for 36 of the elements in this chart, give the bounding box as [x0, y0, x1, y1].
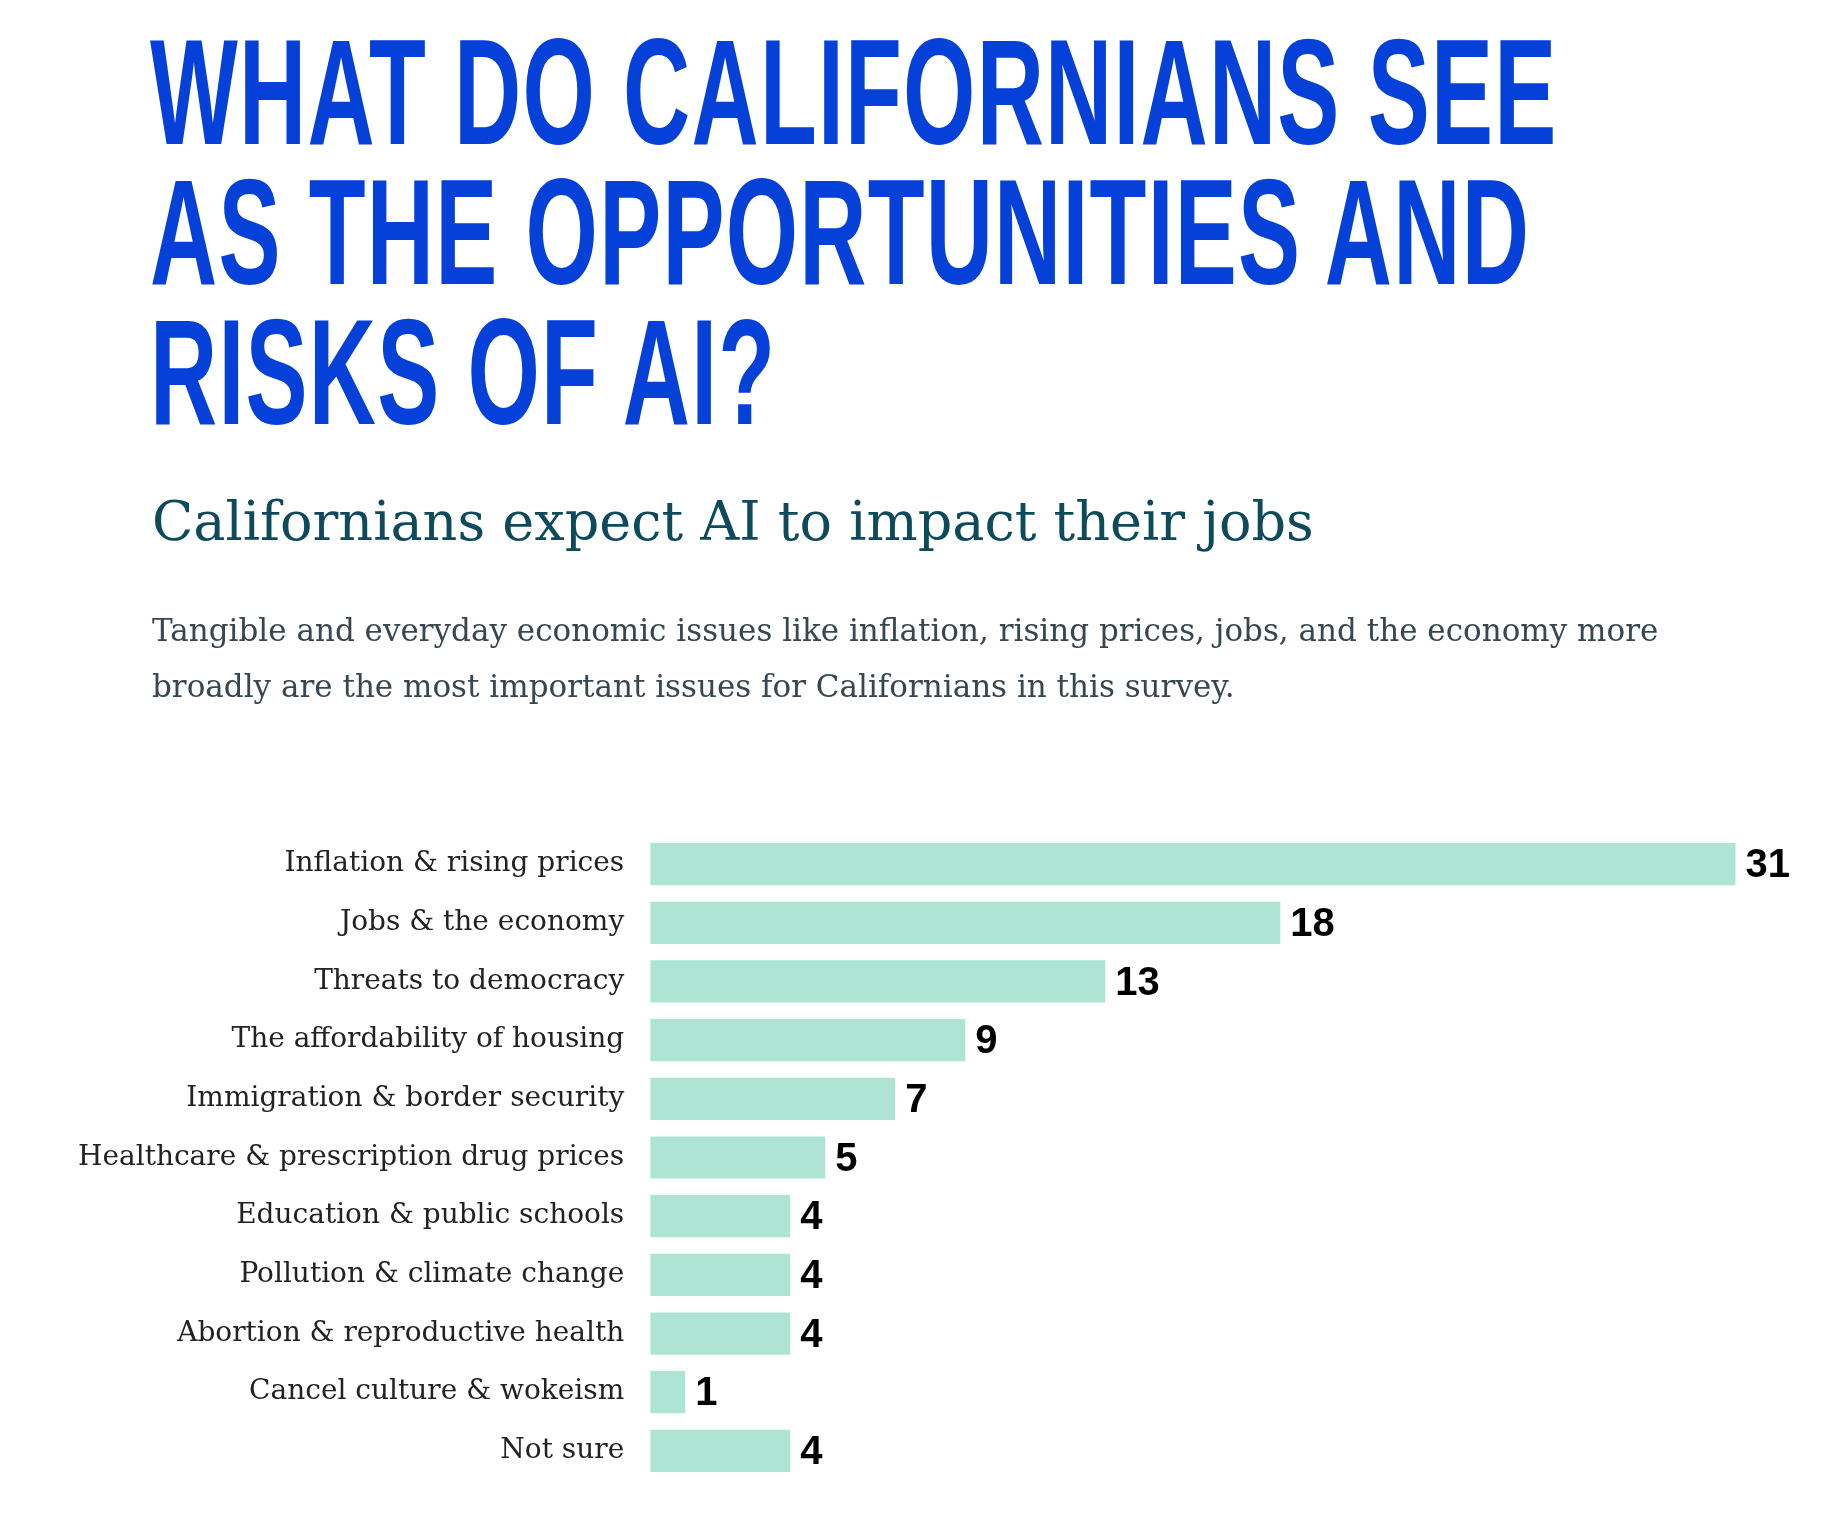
- bar: [650, 1371, 686, 1414]
- bar: [650, 901, 1281, 944]
- bar: [650, 1136, 826, 1179]
- y-tick-label: Inflation & rising prices: [284, 845, 625, 879]
- y-tick-label: Pollution & climate change: [239, 1256, 625, 1290]
- data-label: 13: [1115, 958, 1160, 1003]
- data-label: 1: [695, 1369, 718, 1414]
- data-label: 18: [1290, 899, 1335, 944]
- y-tick-label: Healthcare & prescription drug prices: [78, 1138, 625, 1172]
- data-label: 4: [800, 1427, 824, 1472]
- chart-title: WHAT DO CALIFORNIANS SEE AS THE OPPORTUNITIES AND RISKS OF AI?: [150, 8, 1559, 456]
- bar: [650, 1312, 791, 1355]
- data-label: 4: [800, 1251, 824, 1296]
- bar: [650, 1077, 896, 1120]
- y-tick-label: Cancel culture & wokeism: [249, 1373, 625, 1407]
- data-label: 7: [905, 1075, 928, 1120]
- text: Tangible and everyday economic issues like inflation, rising prices, jobs, and the economy more broadly are the most important issues for Californians in this survey.: [152, 611, 1660, 706]
- y-tick-label: The affordability of housing: [231, 1021, 625, 1055]
- y-tick-label: Threats to democracy: [314, 962, 625, 996]
- bar: [650, 1195, 791, 1238]
- chart-subtitle: Californians expect AI to impact their jobs: [152, 490, 1314, 553]
- y-tick-label: Jobs & the economy: [336, 904, 625, 938]
- bar: [650, 1429, 791, 1472]
- y-tick-label: Not sure: [500, 1432, 625, 1466]
- bar: [650, 1019, 966, 1062]
- data-label: 31: [1745, 841, 1790, 886]
- data-label: 4: [800, 1310, 824, 1355]
- data-label: 5: [835, 1134, 858, 1179]
- bar: [650, 960, 1106, 1003]
- data-label: 4: [800, 1193, 824, 1238]
- y-tick-label: Education & public schools: [236, 1197, 625, 1231]
- bar: [650, 843, 1736, 886]
- y-tick-label: Abortion & reproductive health: [176, 1314, 625, 1348]
- y-tick-label: Immigration & border security: [186, 1080, 625, 1114]
- bar: [650, 1253, 791, 1296]
- data-label: 9: [975, 1017, 998, 1062]
